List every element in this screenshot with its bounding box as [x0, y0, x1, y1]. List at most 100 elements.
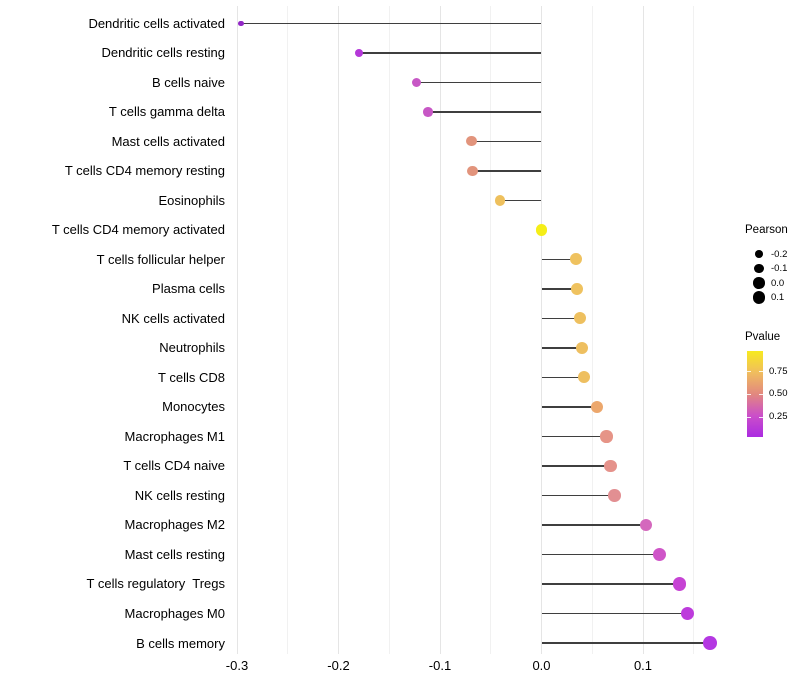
pearson-legend-title: Pearson	[745, 224, 788, 236]
gridline-major	[541, 6, 542, 654]
lollipop-stem	[241, 22, 542, 24]
gridline-major	[236, 6, 238, 654]
lollipop-stem	[541, 347, 583, 349]
y-axis-label: Dendritic cells resting	[101, 45, 225, 61]
lollipop-stem	[541, 553, 660, 556]
size-legend-dot	[752, 291, 766, 305]
data-point	[571, 282, 583, 295]
lollipop-stem	[541, 406, 598, 408]
y-axis-label: NK cells resting	[134, 487, 225, 503]
data-point	[574, 312, 587, 325]
y-axis-label: Eosinophils	[158, 192, 226, 208]
size-legend-label: -0.1	[771, 263, 788, 275]
lollipop-stem	[541, 642, 710, 644]
lollipop-stem	[358, 52, 542, 54]
lollipop-stem	[541, 494, 615, 497]
colorbar-tick-label: 0.50	[769, 388, 788, 400]
size-legend-dot	[755, 250, 763, 258]
x-axis-tick-label: -0.1	[428, 658, 452, 673]
lollipop-stem	[471, 140, 542, 143]
lollipop-stem	[541, 524, 647, 526]
y-axis-label: T cells CD4 memory resting	[64, 163, 225, 179]
lollipop-stem	[541, 435, 607, 438]
data-point	[535, 224, 548, 236]
data-point	[466, 136, 477, 147]
gridline-minor	[693, 6, 695, 654]
lollipop-stem	[541, 612, 688, 615]
lollipop-stem	[499, 199, 542, 202]
lollipop-stem	[427, 111, 542, 113]
data-point	[639, 518, 653, 532]
y-axis-label: NK cells activated	[121, 310, 225, 326]
size-legend-label: 0.1	[771, 292, 785, 304]
data-point	[423, 107, 433, 117]
colorbar-tick	[747, 416, 751, 418]
y-axis-label: Macrophages M0	[124, 606, 225, 621]
y-axis-label: T cells CD4 memory activated	[51, 222, 225, 238]
data-point	[578, 371, 591, 384]
y-axis-label: Plasma cells	[152, 281, 225, 297]
y-axis-label: B cells memory	[136, 635, 225, 651]
y-axis-label: B cells naive	[152, 74, 225, 90]
lollipop-stem	[541, 465, 611, 467]
gridline-major	[439, 6, 441, 654]
y-axis-label: T cells regulatory Tregs	[86, 576, 225, 592]
pvalue-legend-title: Pvalue	[745, 331, 781, 343]
data-point	[576, 341, 589, 354]
y-axis-label: T cells CD4 naive	[123, 458, 225, 474]
gridline-minor	[490, 6, 492, 654]
gridline-minor	[591, 6, 593, 654]
y-axis-label: Macrophages M2	[124, 517, 225, 533]
lollipop-stem	[541, 288, 578, 290]
y-axis-label: Mast cells resting	[124, 546, 225, 562]
lollipop-stem	[472, 170, 542, 172]
lollipop-stem	[541, 376, 585, 379]
data-point	[680, 606, 695, 621]
colorbar-tick	[759, 393, 763, 395]
gridline-minor	[287, 6, 289, 654]
x-axis-tick-label: -0.2	[327, 658, 350, 673]
data-point	[411, 77, 422, 87]
colorbar-tick	[747, 371, 751, 373]
lollipop-stem	[541, 258, 576, 261]
data-point	[608, 489, 621, 502]
colorbar-tick	[759, 371, 763, 373]
pvalue-colorbar	[747, 351, 763, 437]
x-axis-tick-label: 0.1	[633, 658, 653, 673]
data-point	[703, 636, 717, 650]
y-axis-label: Dendritic cells activated	[88, 15, 225, 31]
size-legend-label: 0.0	[771, 277, 785, 289]
data-point	[672, 577, 687, 591]
lollipop-stem	[541, 317, 581, 320]
size-legend-dot	[754, 263, 764, 274]
y-axis-label: Mast cells activated	[111, 133, 225, 149]
data-point	[238, 20, 244, 26]
colorbar-tick	[747, 393, 751, 395]
data-point	[604, 459, 617, 473]
data-point	[570, 253, 582, 266]
y-axis-label: Monocytes	[162, 399, 225, 415]
data-point	[652, 547, 666, 561]
colorbar-tick-label: 0.75	[769, 365, 788, 377]
data-point	[467, 165, 478, 176]
y-axis-label: T cells follicular helper	[96, 251, 225, 267]
size-legend-label: -0.2	[771, 248, 788, 260]
size-legend-dot	[753, 277, 765, 289]
data-point	[600, 430, 613, 443]
x-axis-tick-label: -0.3	[225, 658, 249, 673]
colorbar-tick-label: 0.25	[769, 411, 788, 423]
y-axis-label: T cells gamma delta	[108, 104, 225, 120]
colorbar-tick	[759, 416, 763, 418]
data-point	[591, 400, 604, 414]
y-axis-label: Macrophages M1	[124, 428, 225, 444]
data-point	[494, 194, 506, 206]
y-axis-label: T cells CD8	[158, 369, 225, 385]
lollipop-stem	[541, 583, 680, 585]
x-axis-tick-label: 0.0	[532, 658, 551, 673]
y-axis-label: Neutrophils	[159, 340, 225, 356]
data-point	[354, 48, 363, 57]
gridline-minor	[388, 6, 390, 654]
lollipop-stem	[416, 81, 542, 83]
gridline-major	[642, 6, 644, 654]
